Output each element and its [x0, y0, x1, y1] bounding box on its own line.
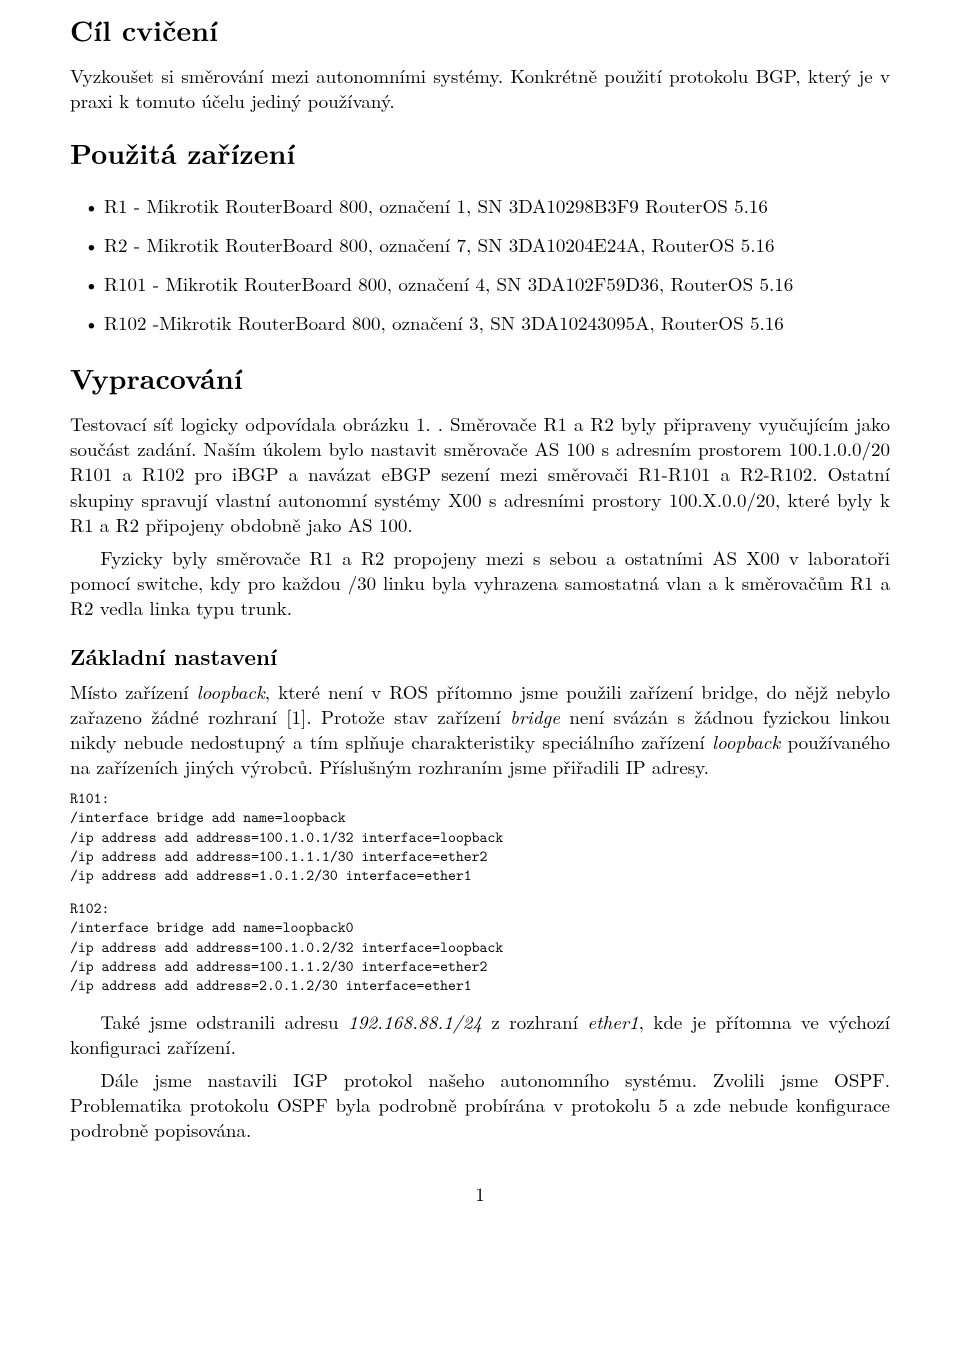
- section-goal-title: Cíl cvičení: [70, 12, 890, 49]
- text: Místo zařízení: [70, 678, 197, 705]
- emph-loopback: loopback: [197, 678, 265, 705]
- emph-ip: 192.168.88.1/24: [348, 1008, 482, 1035]
- basic-paragraph-1: Místo zařízení loopback, které není v RO…: [70, 679, 890, 779]
- page-number: 1: [70, 1181, 890, 1206]
- section-devices-title: Použitá zařízení: [70, 135, 890, 172]
- list-item: R2 - Mikrotik RouterBoard 800, označení …: [70, 225, 890, 264]
- text: z rozhraní: [482, 1008, 587, 1035]
- emph-bridge: bridge: [510, 703, 560, 730]
- list-item: R102 -Mikrotik RouterBoard 800, označení…: [70, 303, 890, 342]
- text: Také jsme odstranili adresu: [100, 1008, 348, 1035]
- goal-text: Vyzkoušet si směrování mezi autonomními …: [70, 63, 890, 113]
- sub-basic-title: Základní nastavení: [70, 642, 890, 671]
- section-work-title: Vypracování: [70, 360, 890, 397]
- device-list: R1 - Mikrotik RouterBoard 800, označení …: [70, 186, 890, 342]
- basic-paragraph-2: Také jsme odstranili adresu 192.168.88.1…: [70, 1009, 890, 1059]
- emph-ether1: ether1: [587, 1008, 638, 1035]
- work-paragraph-1: Testovací síť logicky odpovídala obrázku…: [70, 411, 890, 536]
- code-block-r101: R101: /interface bridge add name=loopbac…: [70, 789, 890, 885]
- list-item: R101 - Mikrotik RouterBoard 800, označen…: [70, 264, 890, 303]
- work-paragraph-2: Fyzicky byly směrovače R1 a R2 propojeny…: [70, 545, 890, 620]
- emph-loopback2: loopback: [712, 728, 780, 755]
- page-content: Cíl cvičení Vyzkoušet si směrování mezi …: [0, 0, 960, 1236]
- list-item: R1 - Mikrotik RouterBoard 800, označení …: [70, 186, 890, 225]
- basic-paragraph-3: Dále jsme nastavili IGP protokol našeho …: [70, 1067, 890, 1142]
- code-block-r102: R102: /interface bridge add name=loopbac…: [70, 899, 890, 995]
